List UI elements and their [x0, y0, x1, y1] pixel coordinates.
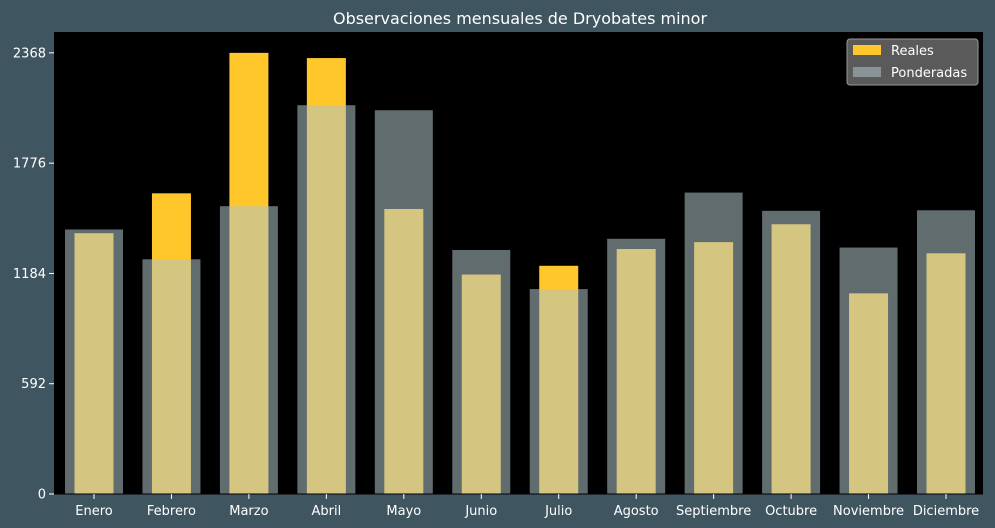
y-tick-label: 592	[21, 377, 46, 392]
x-tick-label: Marzo	[229, 504, 268, 519]
bar-ponderadas-octubre	[762, 210, 821, 494]
bar-ponderadas-septiembre	[684, 192, 743, 494]
x-tick-label: Enero	[75, 504, 113, 519]
y-tick-label: 1776	[13, 157, 46, 172]
bar-ponderadas-julio	[529, 289, 588, 494]
x-tick-label: Junio	[464, 504, 497, 519]
y-axis: 0 592 1184 1776 2368	[13, 46, 54, 503]
x-axis: Enero Febrero Marzo Abril Mayo Junio Julio Agos…	[75, 494, 979, 519]
x-tick-label: Mayo	[386, 504, 421, 519]
x-tick-label: Febrero	[147, 504, 196, 519]
legend-swatch-reales	[853, 45, 881, 55]
x-tick-label: Julio	[544, 504, 572, 519]
bar-ponderadas-enero	[65, 229, 123, 494]
bar-ponderadas-junio	[452, 249, 511, 494]
chart-title: Observaciones mensuales de Dryobates min…	[333, 9, 707, 28]
y-tick-label: 2368	[13, 46, 46, 61]
bar-ponderadas-noviembre	[839, 247, 898, 494]
legend-label-ponderadas: Ponderadas	[891, 66, 967, 81]
y-tick-label: 1184	[13, 267, 46, 282]
bar-ponderadas-abril	[297, 105, 356, 494]
y-tick-label: 0	[38, 488, 46, 503]
x-tick-label: Noviembre	[833, 504, 904, 519]
legend-label-reales: Reales	[891, 44, 934, 59]
bar-ponderadas-mayo	[374, 110, 433, 494]
bar-ponderadas-marzo	[219, 206, 278, 494]
series-ponderadas	[65, 105, 975, 494]
x-tick-label: Diciembre	[913, 504, 979, 519]
x-tick-label: Septiembre	[676, 504, 751, 519]
plot-area	[54, 32, 983, 494]
legend: Reales Ponderadas	[846, 38, 979, 86]
bar-ponderadas-febrero	[142, 259, 201, 494]
legend-swatch-ponderadas	[853, 67, 881, 77]
x-tick-label: Octubre	[765, 504, 817, 519]
bar-ponderadas-diciembre	[917, 210, 975, 494]
x-tick-label: Agosto	[614, 504, 659, 519]
x-tick-label: Abril	[312, 504, 342, 519]
bar-ponderadas-agosto	[607, 238, 666, 494]
